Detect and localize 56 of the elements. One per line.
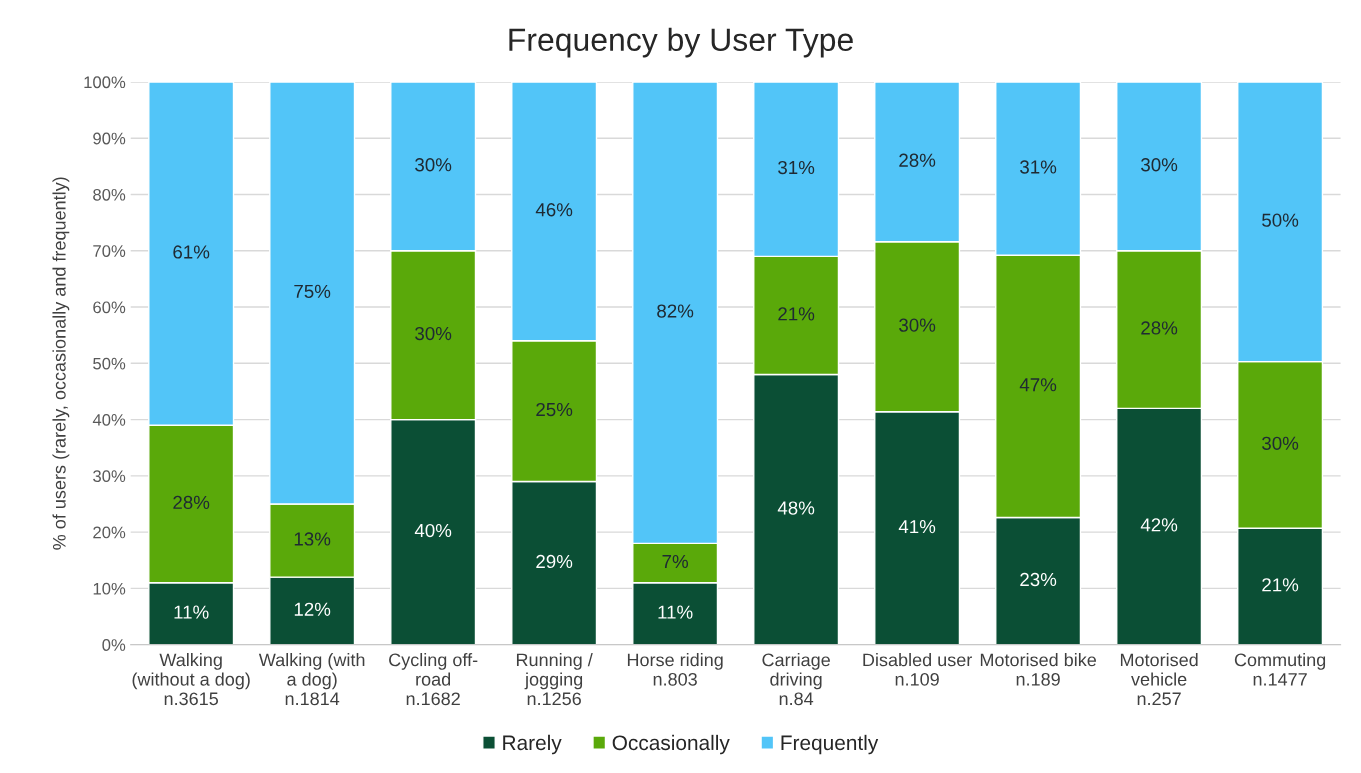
- data-label: 28%: [1141, 321, 1178, 335]
- y-tick-label: 30%: [93, 470, 126, 483]
- data-label: 25%: [536, 402, 573, 417]
- chart-title: Frequency by User Type: [509, 27, 853, 58]
- data-label: 30%: [415, 158, 452, 172]
- legend-label: Frequently: [781, 734, 879, 755]
- data-label: 47%: [1019, 378, 1057, 392]
- data-label: 30%: [415, 326, 452, 341]
- y-tick-label: 20%: [93, 526, 126, 539]
- x-tick-label: Horse riding n.803: [627, 653, 723, 686]
- legend-label: Occasionally: [612, 734, 730, 755]
- y-tick-label: 90%: [93, 132, 126, 145]
- x-tick-label: Carriage driving n.84: [762, 653, 830, 706]
- legend-label: Rarely: [503, 734, 562, 755]
- x-tick-label: Motorised bike n.189: [980, 653, 1097, 686]
- data-label: 11%: [658, 605, 693, 619]
- y-axis-title: % of users (rarely, occasionally and frequently): [52, 177, 70, 550]
- x-tick-label: Cycling off- road n.1682: [389, 653, 478, 706]
- data-label: 23%: [1020, 572, 1057, 587]
- y-tick-label: 0%: [102, 639, 126, 651]
- data-label: 30%: [899, 318, 936, 332]
- data-label: 50%: [1262, 213, 1299, 227]
- data-label: 30%: [1262, 436, 1299, 450]
- data-label: 11%: [174, 605, 209, 619]
- data-label: 46%: [535, 203, 573, 217]
- y-tick-label: 70%: [93, 245, 126, 257]
- x-tick-label: Disabled user n.109: [863, 653, 973, 686]
- data-label: 28%: [899, 153, 936, 167]
- y-tick-label: 60%: [93, 301, 126, 314]
- data-label: 29%: [536, 554, 573, 569]
- data-label: 7%: [662, 554, 689, 569]
- data-label: 12%: [294, 602, 331, 616]
- data-label: 40%: [414, 523, 452, 538]
- data-label: 31%: [778, 160, 815, 175]
- y-tick-label: 10%: [93, 582, 126, 595]
- data-label: 82%: [657, 304, 694, 318]
- data-label: 21%: [778, 307, 815, 321]
- x-tick-label: Motorised vehicle n.257: [1120, 653, 1198, 706]
- y-tick-label: 80%: [93, 188, 126, 201]
- data-label: 48%: [777, 501, 815, 515]
- x-tick-label: Running / jogging n.1256: [516, 653, 593, 706]
- data-label: 30%: [1141, 158, 1178, 172]
- data-label: 42%: [1140, 518, 1178, 532]
- data-label: 28%: [173, 495, 210, 510]
- x-tick-label: Walking (with a dog) n.1814: [258, 653, 365, 706]
- data-label: 21%: [1262, 578, 1299, 592]
- data-label: 13%: [294, 532, 331, 546]
- x-tick-label: Commuting n.1477: [1234, 653, 1326, 686]
- data-label: 75%: [294, 284, 331, 298]
- x-tick-label: Walking (without a dog) n.3615: [132, 653, 250, 706]
- data-label: 61%: [173, 245, 210, 259]
- y-tick-label: 50%: [93, 357, 126, 370]
- data-label: 31%: [1020, 160, 1057, 174]
- data-label: 41%: [898, 520, 936, 534]
- y-tick-label: 100%: [84, 76, 126, 89]
- y-tick-label: 40%: [92, 413, 126, 426]
